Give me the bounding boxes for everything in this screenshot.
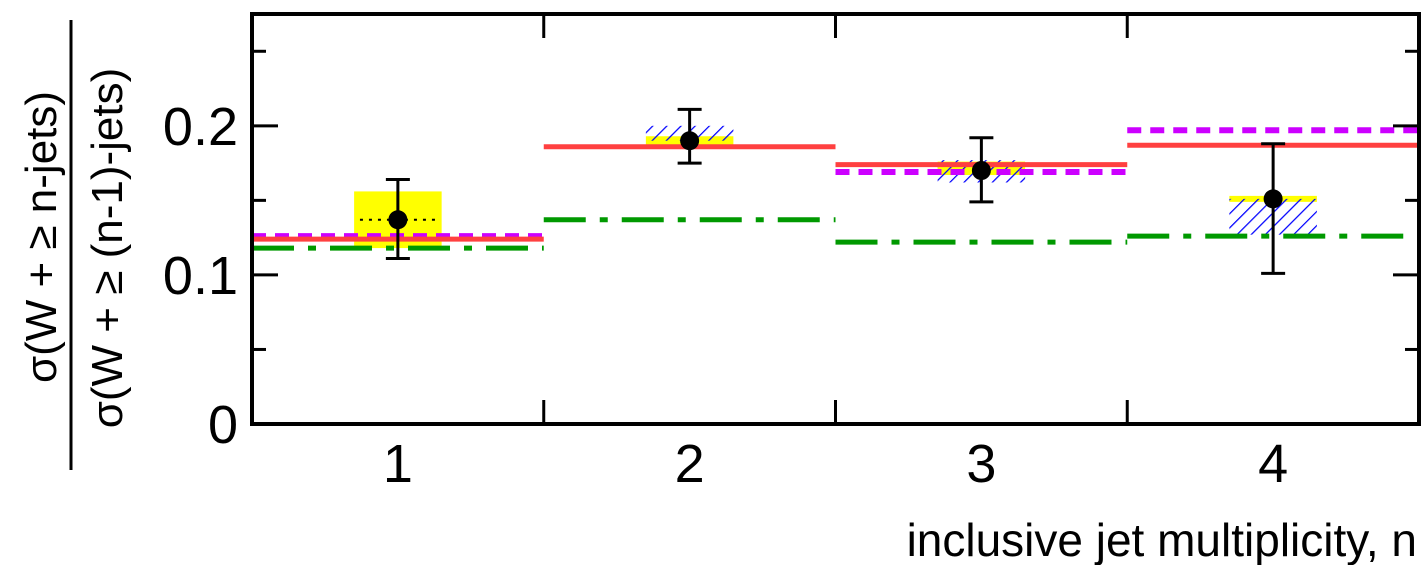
x-tick-label: 3 [966, 434, 996, 494]
data-point [971, 161, 991, 181]
axis-ticks [252, 14, 1419, 426]
x-tick-label: 1 [383, 434, 413, 494]
data-point [680, 131, 700, 151]
y-axis-title-numerator: σ(W + ≥ n-jets) [17, 91, 66, 383]
y-axis-title-denominator: σ(W + ≥ (n-1)-jets) [83, 68, 132, 429]
x-tick-label: 4 [1258, 434, 1288, 494]
y-tick-label: 0.2 [163, 97, 238, 157]
y-tick-label: 0 [208, 395, 238, 455]
x-tick-label: 2 [675, 434, 705, 494]
data-points [385, 107, 1286, 275]
data-point [388, 210, 408, 230]
x-axis-title: inclusive jet multiplicity, n [907, 514, 1417, 565]
tick-labels: 1 2 3 4 0 0.1 0.2 [163, 97, 1288, 494]
data-point [1263, 189, 1283, 209]
y-axis-title: σ(W + ≥ n-jets) σ(W + ≥ (n-1)-jets) [17, 20, 132, 470]
y-tick-label: 0.1 [163, 246, 238, 306]
